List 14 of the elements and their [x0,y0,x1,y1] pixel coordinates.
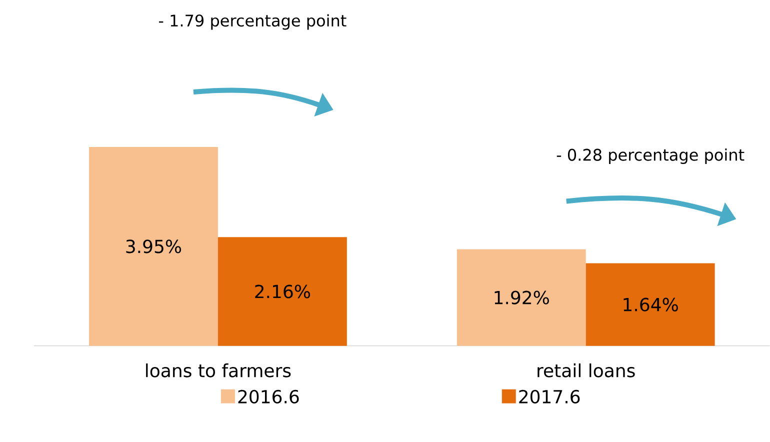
annotation: - 0.28 percentage point [556,148,744,164]
data-label: 1.64% [624,298,678,312]
data-label: 2.16% [255,284,310,298]
legend-label: 2016.6 [238,390,299,404]
data-label: 1.92% [494,290,549,304]
x-tick-label: retail loans [538,363,635,378]
text: - 1.79 percentage point [158,14,346,30]
bar [586,263,715,346]
bar [88,147,218,346]
x-tick-label: loans to farmers [146,363,291,378]
bar [218,237,347,346]
bar [456,249,586,346]
legend-label: 2017.6 [519,390,580,404]
data-label: 3.95% [126,240,182,254]
